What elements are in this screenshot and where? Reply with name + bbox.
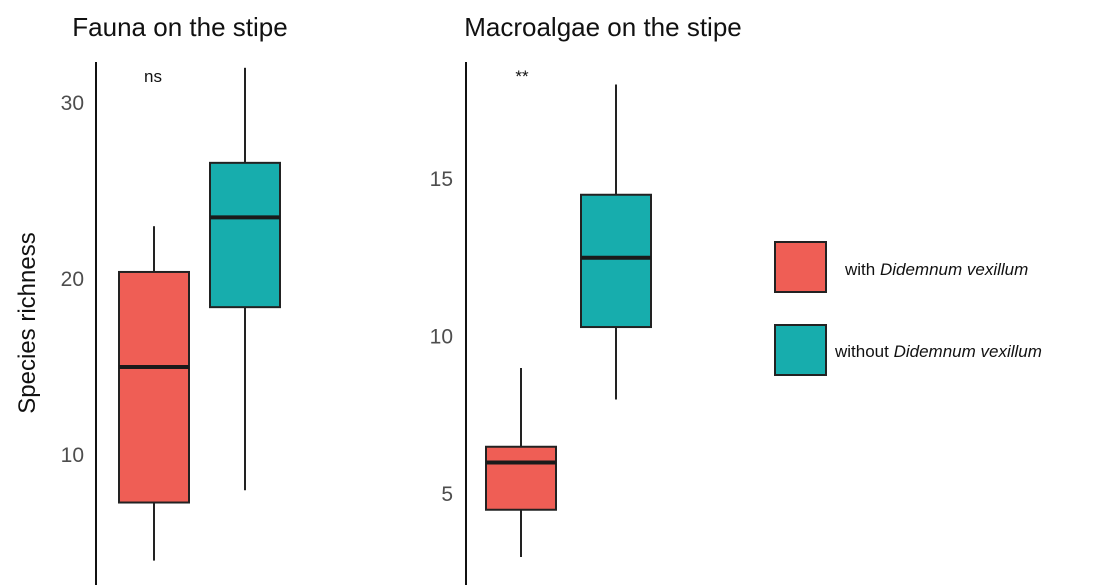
- y-tick-label: 15: [430, 168, 453, 191]
- boxplot-with: [118, 226, 190, 561]
- box-iqr: [209, 161, 281, 309]
- legend-swatch: [774, 324, 827, 376]
- y-tick-label: 20: [61, 268, 84, 291]
- legend-label-prefix: without: [834, 342, 894, 361]
- legend-swatch: [774, 241, 827, 293]
- y-tick-label: 5: [441, 483, 453, 506]
- y-tick-label: 10: [430, 326, 453, 349]
- legend-label-prefix: with: [844, 260, 880, 279]
- legend-item-with: with Didemnum vexillum: [774, 241, 1028, 293]
- legend-label: without Didemnum vexillum: [834, 342, 1042, 361]
- boxplot-without: [209, 67, 281, 491]
- boxplot-with: [485, 368, 557, 557]
- box-iqr: [118, 270, 190, 504]
- box-iqr: [580, 193, 652, 329]
- panel-2: Macroalgae on the stipe 5 10 15 **: [430, 12, 742, 585]
- y-tick-label: 10: [61, 444, 84, 467]
- panel-title: Fauna on the stipe: [72, 12, 287, 42]
- y-axis-label: Species richness: [14, 232, 41, 413]
- legend-label-species: Didemnum vexillum: [894, 342, 1042, 361]
- boxplot-without: [580, 84, 652, 400]
- y-tick-label: 30: [61, 92, 84, 115]
- legend-label: with Didemnum vexillum: [844, 260, 1028, 279]
- significance-label: **: [515, 67, 529, 86]
- legend-item-without: without Didemnum vexillum: [774, 324, 1042, 376]
- panel-1: Fauna on the stipe 10 20 30 ns: [61, 12, 288, 585]
- box-iqr: [485, 445, 557, 511]
- panel-title: Macroalgae on the stipe: [464, 12, 742, 42]
- legend-label-species: Didemnum vexillum: [880, 260, 1028, 279]
- significance-label: ns: [144, 67, 162, 86]
